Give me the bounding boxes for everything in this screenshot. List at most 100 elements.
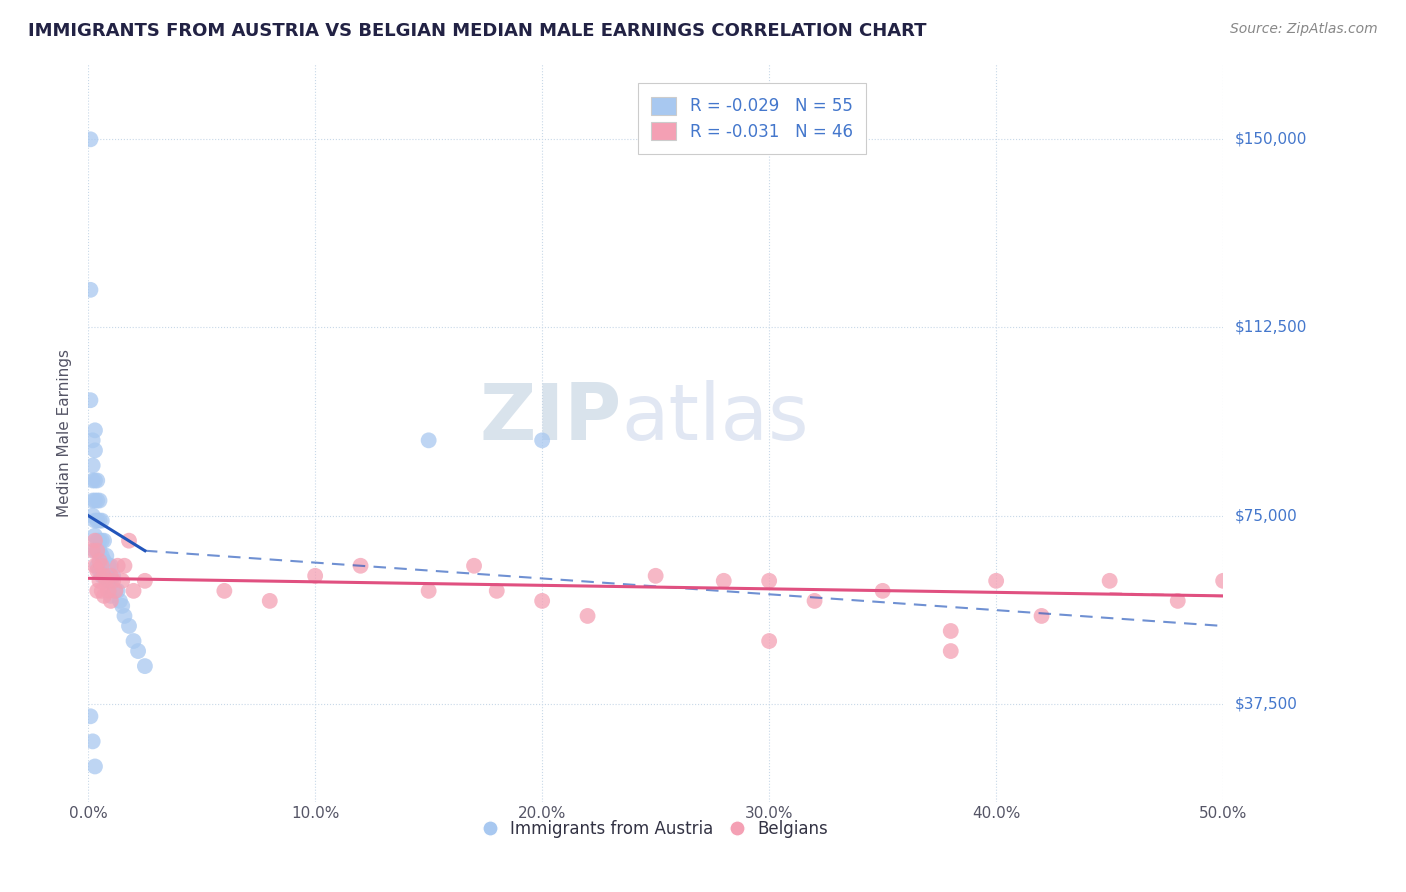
Point [531,594,554,608]
Text: ZIP: ZIP [479,380,621,456]
Point [803,594,825,608]
Point [96,574,118,588]
Text: $112,500: $112,500 [1234,320,1306,335]
Point [79,283,101,297]
Point [89,574,111,588]
Point [97,583,120,598]
Point [84,558,107,573]
Point [1098,574,1121,588]
Point [90,558,112,573]
Point [111,599,134,613]
Point [82,493,104,508]
Point [93,569,115,583]
Point [576,609,599,624]
Point [82,543,104,558]
Point [100,589,122,603]
Point [89,514,111,528]
Point [97,574,120,588]
Point [134,659,156,673]
Point [86,493,108,508]
Legend: Immigrants from Austria, Belgians: Immigrants from Austria, Belgians [477,814,834,845]
Point [79,132,101,146]
Point [134,574,156,588]
Point [90,583,112,598]
Point [758,574,780,588]
Point [82,458,104,473]
Point [101,569,124,583]
Point [89,564,111,578]
Point [96,549,118,563]
Point [86,514,108,528]
Point [84,543,107,558]
Point [84,533,107,548]
Point [86,558,108,573]
Point [118,533,141,548]
Point [485,583,508,598]
Point [84,423,107,437]
Point [214,583,236,598]
Point [939,624,962,638]
Point [872,583,894,598]
Point [107,558,129,573]
Point [82,734,104,748]
Point [86,564,108,578]
Point [93,533,115,548]
Point [90,569,112,583]
Point [986,574,1008,588]
Point [100,558,122,573]
Point [100,574,122,588]
Point [82,474,104,488]
Point [349,558,371,573]
Point [122,634,145,648]
Point [104,583,127,598]
Point [939,644,962,658]
Text: $37,500: $37,500 [1234,697,1298,711]
Point [304,569,326,583]
Point [89,493,111,508]
Point [463,558,485,573]
Text: $150,000: $150,000 [1234,132,1306,147]
Point [86,583,108,598]
Point [93,554,115,568]
Text: IMMIGRANTS FROM AUSTRIA VS BELGIAN MEDIAN MALE EARNINGS CORRELATION CHART: IMMIGRANTS FROM AUSTRIA VS BELGIAN MEDIA… [28,22,927,40]
Text: $75,000: $75,000 [1234,508,1296,523]
Point [418,583,440,598]
Point [93,569,115,583]
Point [90,514,112,528]
Y-axis label: Median Male Earnings: Median Male Earnings [58,349,72,516]
Point [89,533,111,548]
Point [127,644,149,658]
Point [108,594,131,608]
Point [84,514,107,528]
Point [644,569,666,583]
Point [89,543,111,558]
Point [82,508,104,523]
Point [86,543,108,558]
Point [114,558,136,573]
Point [84,474,107,488]
Point [100,594,122,608]
Point [122,583,145,598]
Point [104,583,127,598]
Point [107,583,129,598]
Point [713,574,735,588]
Point [1212,574,1234,588]
Point [79,393,101,408]
Point [96,569,118,583]
Point [84,529,107,543]
Point [531,434,554,448]
Point [89,554,111,568]
Point [101,574,124,588]
Point [84,443,107,458]
Text: Source: ZipAtlas.com: Source: ZipAtlas.com [1230,22,1378,37]
Point [84,759,107,773]
Point [259,594,281,608]
Point [1167,594,1189,608]
Point [86,533,108,548]
Point [97,558,120,573]
Point [93,589,115,603]
Point [1031,609,1053,624]
Point [90,533,112,548]
Point [100,569,122,583]
Point [86,474,108,488]
